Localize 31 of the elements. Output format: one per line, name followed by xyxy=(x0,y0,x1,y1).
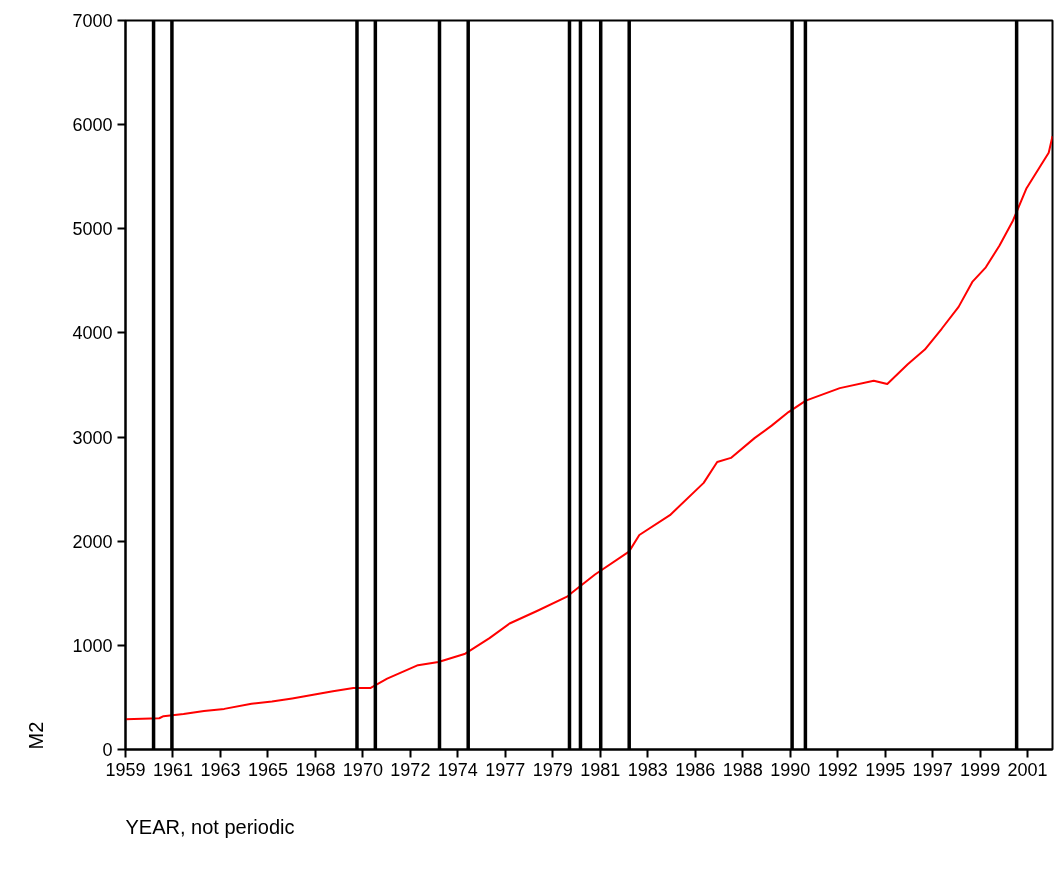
x-tick-label: 1992 xyxy=(817,759,858,780)
x-tick-label: 1970 xyxy=(342,759,383,780)
y-tick-label: 4000 xyxy=(72,323,113,344)
y-tick-label: 0 xyxy=(102,740,113,760)
x-tick-label: 1963 xyxy=(200,759,241,780)
y-tick-label: 1000 xyxy=(72,635,113,656)
x-tick-label: 1965 xyxy=(247,759,288,780)
x-tick-label: 1981 xyxy=(580,759,621,780)
x-tick-label: 1990 xyxy=(770,759,811,780)
x-tick-label: 1997 xyxy=(912,759,953,780)
x-tick-label: 1988 xyxy=(722,759,763,780)
x-tick-label: 1986 xyxy=(675,759,716,780)
y-tick-label: 7000 xyxy=(72,11,113,31)
y-tick-label: 2000 xyxy=(72,531,113,552)
y-tick-label: 6000 xyxy=(72,115,113,136)
line-series xyxy=(125,135,1053,721)
x-tick-label: 1999 xyxy=(960,759,1001,780)
y-axis-title: M2 xyxy=(25,721,47,750)
y-tick-label: 3000 xyxy=(72,427,113,448)
x-tick-label: 1972 xyxy=(390,759,431,780)
x-tick-label: 1959 xyxy=(105,759,146,780)
x-tick-label: 2001 xyxy=(1007,759,1048,780)
x-tick-label: 1983 xyxy=(627,759,668,780)
x-tick-label: 1961 xyxy=(152,759,193,780)
x-tick-label: 1968 xyxy=(295,759,336,780)
x-axis-title: YEAR, not periodic xyxy=(125,815,295,838)
x-tick-label: 1977 xyxy=(485,759,526,780)
x-tick-label: 1979 xyxy=(532,759,573,780)
x-tick-label: 1974 xyxy=(437,759,478,780)
y-tick-label: 5000 xyxy=(72,219,113,240)
x-tick-label: 1995 xyxy=(865,759,906,780)
